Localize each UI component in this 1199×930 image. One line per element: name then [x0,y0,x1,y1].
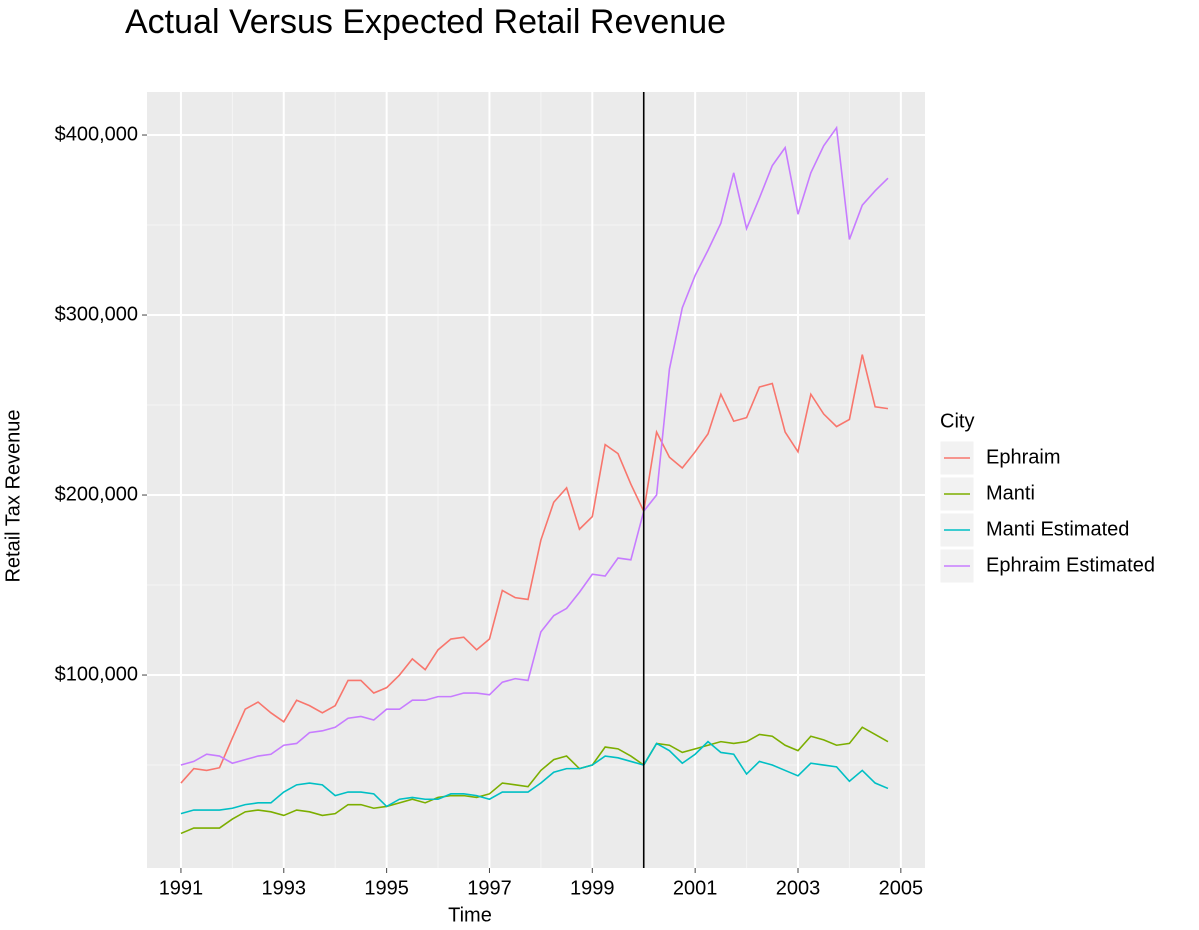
series-line [180,354,889,784]
series-line [180,726,889,835]
x-tick-label: 2005 [879,877,924,899]
y-tick-label: $100,000 [55,663,138,685]
series-line [180,125,889,766]
series-line [180,740,889,815]
legend-label: Ephraim Estimated [986,554,1155,576]
y-tick-label: $300,000 [55,303,138,325]
x-tick-label: 2003 [776,877,821,899]
plot-background [147,92,925,868]
x-axis-label: Time [448,904,492,926]
x-tick-label: 1993 [262,877,307,899]
y-axis-label: Retail Tax Revenue [2,409,24,582]
x-tick-label: 1997 [467,877,512,899]
x-tick-label: 1999 [570,877,615,899]
legend-label: Manti Estimated [986,518,1129,540]
y-tick-label: $400,000 [55,123,138,145]
chart-title: Actual Versus Expected Retail Revenue [125,3,726,41]
legend-title: City [940,410,974,432]
x-tick-label: 2001 [673,877,718,899]
y-tick-label: $200,000 [55,483,138,505]
legend-label: Manti [986,482,1035,504]
x-tick-label: 1995 [364,877,409,899]
legend-label: Ephraim [986,446,1060,468]
x-tick-label: 1991 [159,877,204,899]
